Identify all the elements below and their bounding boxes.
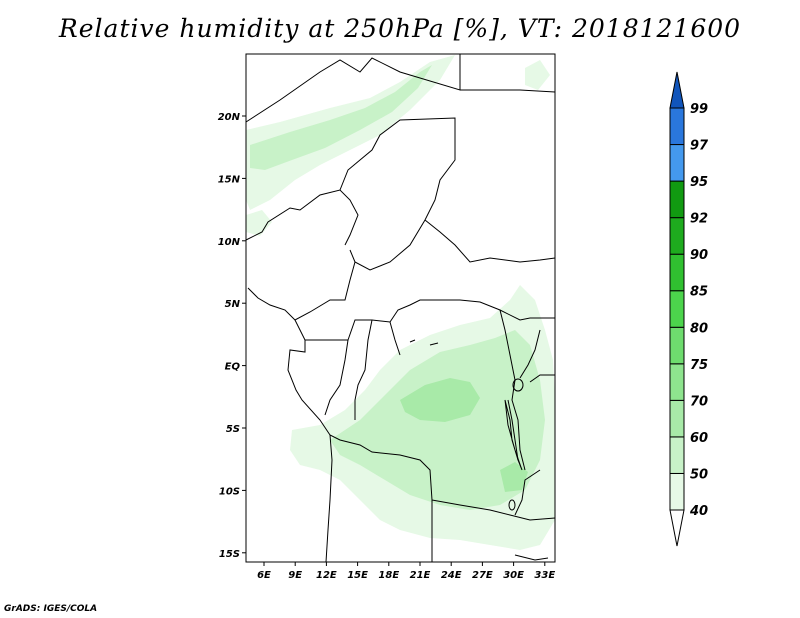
axis-ticks bbox=[242, 115, 546, 566]
x-axis-label: 33E bbox=[534, 570, 555, 581]
y-axis-label: 15N bbox=[218, 174, 241, 185]
y-axis-label: 15S bbox=[219, 549, 240, 560]
y-axis-label: EQ bbox=[225, 362, 241, 373]
humidity-field bbox=[246, 55, 555, 550]
map-frame bbox=[245, 53, 556, 563]
y-axis-labels: 20N 15N 10N 5N EQ 5S 10S 15S bbox=[218, 112, 241, 560]
chart-title: Relative humidity at 250hPa [%], VT: 201… bbox=[58, 14, 742, 43]
colorbar-segment bbox=[669, 436, 685, 474]
x-axis-label: 15E bbox=[347, 570, 368, 581]
y-axis-label: 5N bbox=[225, 299, 241, 310]
colorbar: 40 50 60 70 75 80 85 90 92 95 97 99 bbox=[669, 71, 709, 547]
x-axis-label: 18E bbox=[378, 570, 399, 581]
colorbar-label: 75 bbox=[690, 358, 708, 373]
colorbar-label: 90 bbox=[690, 248, 708, 263]
y-axis-label: 5S bbox=[226, 424, 240, 435]
humidity-patch-south-inner bbox=[400, 378, 480, 422]
colorbar-segment bbox=[669, 399, 685, 438]
colorbar-label: 99 bbox=[690, 102, 708, 117]
y-axis-label: 20N bbox=[218, 112, 241, 123]
colorbar-segment bbox=[669, 217, 685, 255]
colorbar-segment bbox=[669, 253, 685, 292]
colorbar-segment bbox=[669, 107, 685, 146]
colorbar-label: 97 bbox=[690, 139, 709, 154]
x-axis-label: 12E bbox=[316, 570, 337, 581]
colorbar-label: 92 bbox=[690, 212, 708, 227]
colorbar-segment bbox=[669, 509, 685, 547]
lakes bbox=[409, 339, 524, 511]
colorbar-label: 40 bbox=[689, 504, 708, 519]
x-axis-label: 21E bbox=[410, 570, 431, 581]
x-axis-label: 9E bbox=[288, 570, 302, 581]
colorbar-segment bbox=[669, 363, 685, 401]
y-axis-label: 10S bbox=[219, 486, 240, 497]
x-axis-label: 30E bbox=[503, 570, 524, 581]
colorbar-label: 50 bbox=[690, 467, 708, 482]
colorbar-segment bbox=[669, 71, 685, 109]
colorbar-segment bbox=[669, 180, 685, 219]
colorbar-label: 95 bbox=[690, 175, 708, 190]
x-axis-label: 27E bbox=[472, 570, 493, 581]
humidity-patch-northeast bbox=[525, 60, 550, 90]
colorbar-segment bbox=[669, 144, 685, 182]
colorbar-label: 60 bbox=[690, 431, 708, 446]
credit-label: GrADS: IGES/COLA bbox=[4, 604, 98, 614]
colorbar-label: 85 bbox=[690, 285, 708, 300]
colorbar-segment bbox=[669, 326, 685, 365]
colorbar-segment bbox=[669, 290, 685, 328]
humidity-patch-west bbox=[246, 210, 272, 236]
y-axis-label: 10N bbox=[218, 237, 241, 248]
country-borders bbox=[245, 54, 556, 563]
humidity-patch-northwest-core bbox=[250, 65, 432, 170]
colorbar-label: 70 bbox=[690, 394, 708, 409]
colorbar-label: 80 bbox=[690, 321, 708, 336]
x-axis-label: 24E bbox=[441, 570, 462, 581]
colorbar-segment bbox=[669, 472, 685, 511]
x-axis-labels: 6E 9E 12E 15E 18E 21E 24E 27E 30E 33E bbox=[257, 570, 555, 581]
humidity-patch-south-inner-2 bbox=[500, 462, 528, 492]
x-axis-label: 6E bbox=[257, 570, 271, 581]
